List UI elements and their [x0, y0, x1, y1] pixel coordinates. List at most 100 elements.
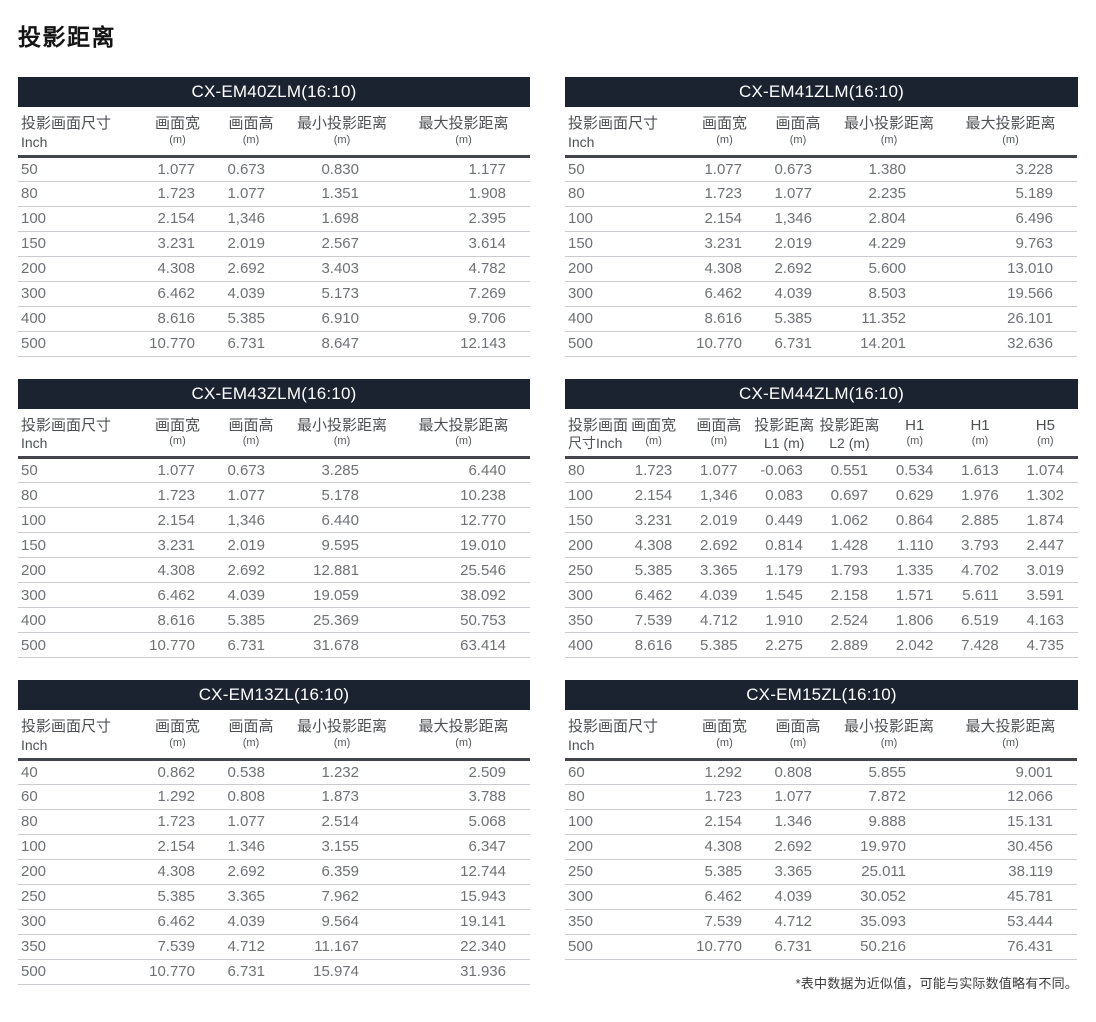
column-header-row: 投影画面尺寸 Inch 画面宽 (m) 画面高 (m) 最小投影距离 (m) 最大投影距离 (m): [565, 107, 1077, 158]
table-cell: 1.698: [287, 206, 397, 232]
table-cell: 100: [18, 834, 140, 860]
table-cell: 9.888: [834, 809, 944, 835]
table-row: 300 6.462 4.039 19.059 38.092: [18, 582, 530, 609]
table-cell: 1.908: [397, 181, 530, 207]
column-header: 画面高 (m): [215, 107, 287, 158]
projection-table: 投影画面尺寸 Inch 画面宽 (m) 画面高 (m) 最小投影距离 (m) 最大投影距离 (m)…: [565, 107, 1077, 357]
table-cell: 2.019: [762, 231, 834, 257]
table-cell: 35.093: [834, 909, 944, 935]
table-cell: 3.365: [686, 557, 752, 584]
table-section-cx-em41zlm: CX-EM41ZLM(16:10) 投影画面尺寸 Inch 画面宽 (m) 画面高 (m)…: [565, 77, 1078, 357]
table-cell: 100: [18, 206, 140, 232]
table-section-cx-em15zl: CX-EM15ZL(16:10) 投影画面尺寸 Inch 画面宽 (m) 画面高 (m) 最…: [565, 680, 1078, 992]
table-cell: 300: [18, 909, 140, 935]
table-row: 300 6.462 4.039 1.545 2.158 1.571 5.611 3.591: [565, 582, 1078, 609]
table-cell: 6.347: [397, 834, 530, 860]
column-header: 最大投影距离 (m): [397, 710, 530, 761]
table-cell: 12.143: [397, 331, 530, 357]
table-row: 80 1.723 1.077 1.351 1.908: [18, 181, 530, 207]
table-row: 400 8.616 5.385 11.352 26.101: [565, 306, 1077, 332]
table-cell: 4.308: [621, 532, 687, 559]
table-row: 80 1.723 1.077 5.178 10.238: [18, 482, 530, 509]
table-cell: 2.154: [687, 206, 762, 232]
table-row: 500 10.770 6.731 50.216 76.431: [565, 934, 1077, 960]
table-cell: 1.077: [215, 809, 287, 835]
table-cell: 100: [565, 482, 621, 509]
table-cell: 1.428: [816, 532, 883, 559]
table-cell: 8.616: [687, 306, 762, 332]
table-cell: 5.068: [397, 809, 530, 835]
table-cell: 2.447: [1012, 532, 1078, 559]
table-cell: 100: [18, 507, 140, 534]
page-title: 投影距离: [18, 24, 116, 50]
table-cell: 4.308: [687, 834, 762, 860]
table-cell: 0.551: [816, 457, 883, 484]
table-cell: 6.910: [287, 306, 397, 332]
column-header: 最小投影距离 (m): [287, 710, 397, 761]
table-row: 50 1.077 0.673 3.285 6.440: [18, 457, 530, 484]
table-row: 350 7.539 4.712 11.167 22.340: [18, 934, 530, 960]
table-cell: 5.385: [140, 884, 215, 910]
table-cell: 14.201: [834, 331, 944, 357]
table-cell: 1.793: [816, 557, 883, 584]
table-cell: 1.874: [1012, 507, 1078, 534]
table-cell: 80: [18, 181, 140, 207]
table-cell: 7.539: [621, 607, 687, 634]
table-cell: 9.763: [944, 231, 1077, 257]
table-row: 500 10.770 6.731 14.201 32.636: [565, 331, 1077, 357]
table-cell: 6.519: [947, 607, 1013, 634]
table-cell: 0.830: [287, 156, 397, 182]
table-cell: 4.039: [215, 582, 287, 609]
table-cell: 53.444: [944, 909, 1077, 935]
table-cell: 5.173: [287, 281, 397, 307]
table-row: 300 6.462 4.039 8.503 19.566: [565, 281, 1077, 307]
table-cell: 250: [18, 884, 140, 910]
table-row: 350 7.539 4.712 35.093 53.444: [565, 909, 1077, 935]
table-row: 200 4.308 2.692 12.881 25.546: [18, 557, 530, 584]
column-header: 画面宽 (m): [687, 107, 762, 158]
table-cell: 60: [18, 784, 140, 810]
table-cell: 500: [565, 331, 687, 357]
column-header-row: 投影画面 尺寸Inch 画面宽 (m) 画面高 (m) 投影距离 L1 (m) 投影距离 L2 (…: [565, 408, 1078, 460]
table-cell: 200: [18, 256, 140, 282]
table-cell: 300: [18, 582, 140, 609]
table-cell: 15.943: [397, 884, 530, 910]
table-cell: 6.731: [215, 331, 287, 357]
table-row: 100 2.154 1,346 0.083 0.697 0.629 1.976 1.302: [565, 482, 1078, 509]
table-cell: 1.302: [1012, 482, 1078, 509]
table-cell: 1.976: [947, 482, 1013, 509]
table-cell: 2.154: [687, 809, 762, 835]
table-cell: 2.042: [882, 632, 948, 659]
table-cell: 2.275: [751, 632, 817, 659]
table-cell: 3.365: [215, 884, 287, 910]
table-cell: 400: [565, 632, 621, 659]
column-header: 最大投影距离 (m): [944, 710, 1077, 761]
table-cell: 1.179: [751, 557, 817, 584]
table-row: 100 2.154 1.346 3.155 6.347: [18, 834, 530, 860]
projection-table: 投影画面尺寸 Inch 画面宽 (m) 画面高 (m) 最小投影距离 (m) 最大投影距离 (m)…: [18, 710, 530, 985]
table-cell: 4.039: [215, 281, 287, 307]
column-header: 最小投影距离 (m): [287, 107, 397, 158]
column-header: 画面高 (m): [215, 710, 287, 761]
table-cell: 250: [565, 859, 687, 885]
table-cell: 7.872: [834, 784, 944, 810]
table-cell: 6.731: [215, 959, 287, 985]
table-cell: 4.735: [1012, 632, 1078, 659]
table-cell: 8.647: [287, 331, 397, 357]
table-cell: 1.077: [762, 784, 834, 810]
table-cell: 10.770: [140, 331, 215, 357]
table-cell: 5.385: [686, 632, 752, 659]
table-cell: 80: [18, 809, 140, 835]
table-cell: 3.788: [397, 784, 530, 810]
table-cell: 200: [565, 532, 621, 559]
table-cell: 2.019: [686, 507, 752, 534]
projection-table: 投影画面尺寸 Inch 画面宽 (m) 画面高 (m) 最小投影距离 (m) 最大投影距离 (m)…: [18, 107, 530, 357]
table-cell: 2.889: [816, 632, 883, 659]
table-row: 200 4.308 2.692 19.970 30.456: [565, 834, 1077, 860]
table-row: 300 6.462 4.039 30.052 45.781: [565, 884, 1077, 910]
table-cell: 400: [18, 306, 140, 332]
table-row: 350 7.539 4.712 1.910 2.524 1.806 6.519 4.163: [565, 607, 1078, 634]
column-header-row: 投影画面尺寸 Inch 画面宽 (m) 画面高 (m) 最小投影距离 (m) 最大投影距离 (m): [565, 710, 1077, 761]
table-cell: 300: [565, 884, 687, 910]
table-cell: 1,346: [215, 507, 287, 534]
